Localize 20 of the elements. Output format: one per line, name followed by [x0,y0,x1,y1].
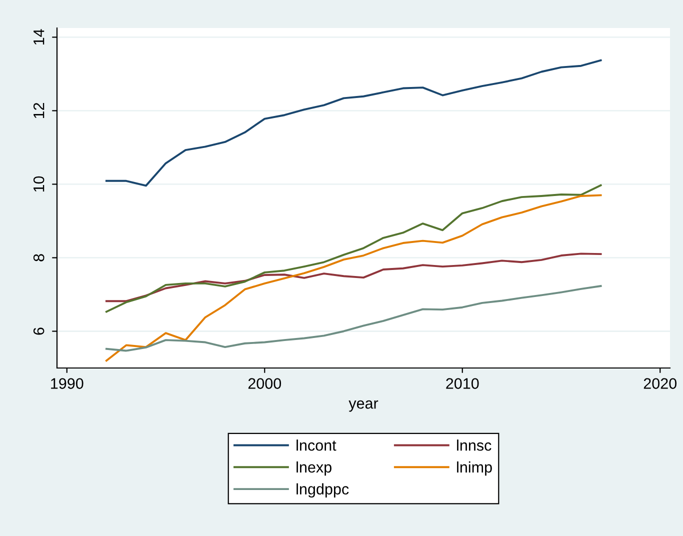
x-tick-label: 1990 [51,378,84,389]
y-tick-label: 10 [33,176,44,192]
legend-label: lnexp [296,461,332,476]
legend-label: lngdppc [296,483,349,498]
x-tick-label: 2000 [248,378,282,389]
y-tick-label: 8 [33,254,44,262]
line-series [105,252,602,302]
y-tick-label: 12 [33,102,44,118]
y-tick-label: 6 [33,328,44,335]
line-series [105,184,602,313]
legend-label: lncont [296,440,336,451]
x-tick-label: 2020 [644,378,677,389]
y-tick-label: 14 [34,29,44,45]
x-axis-title: year [348,400,378,412]
line-series [105,285,602,352]
x-tick-label: 2010 [446,378,479,389]
legend-label: lnnsc [457,440,492,451]
legend-label: lnimp [457,461,492,476]
line-series [105,59,602,187]
line-series [105,194,602,362]
